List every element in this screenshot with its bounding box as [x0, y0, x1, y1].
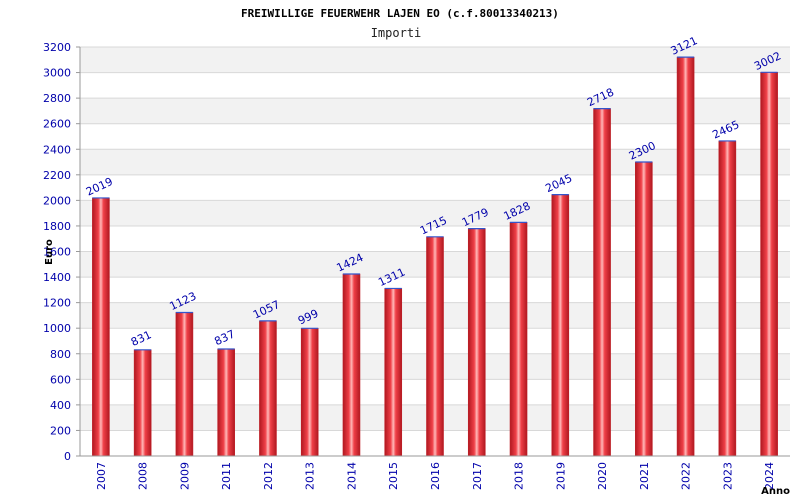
y-tick-label: 200	[50, 424, 71, 437]
x-tick-label: 2017	[471, 462, 484, 490]
chart-title: FREIWILLIGE FEUERWEHR LAJEN EO (c.f.8001…	[241, 7, 559, 20]
x-tick-label: 2020	[596, 462, 609, 490]
data-label: 831	[129, 328, 154, 349]
x-axis-ticks: 2007 2008 2009 2011 2012 2013 2014 2015 2016 2017…	[95, 462, 776, 490]
x-tick-label: 2023	[721, 462, 734, 490]
y-axis-ticks: 0 200 400 600 800 1000 1200 1400 1600 1800 2000 220…	[43, 41, 80, 463]
bars	[92, 56, 778, 457]
x-axis-label: Anno	[761, 486, 790, 497]
y-tick-label: 1000	[43, 322, 71, 335]
y-tick-label: 2000	[43, 194, 71, 207]
y-tick-label: 1600	[43, 246, 71, 259]
x-tick-label: 2018	[513, 462, 526, 490]
x-tick-label: 2011	[220, 462, 233, 490]
grid-band	[80, 200, 790, 226]
bar-2012	[259, 320, 277, 457]
y-tick-label: 3000	[43, 67, 71, 80]
bar-2013	[300, 328, 319, 457]
x-tick-label: 2022	[680, 462, 693, 490]
x-tick-label: 2015	[387, 462, 400, 490]
bar-2020	[593, 108, 611, 457]
y-tick-label: 400	[50, 399, 71, 412]
y-tick-label: 1400	[43, 271, 71, 284]
bar-2007	[92, 197, 110, 457]
x-tick-label: 2008	[137, 462, 150, 490]
bar-2016	[426, 236, 444, 457]
y-tick-label: 2800	[43, 92, 71, 105]
y-tick-label: 0	[64, 450, 71, 463]
y-tick-label: 1800	[43, 220, 71, 233]
x-tick-label: 2007	[95, 462, 108, 490]
y-tick-label: 2600	[43, 118, 71, 131]
y-tick-label: 1200	[43, 297, 71, 310]
x-tick-label: 2016	[429, 462, 442, 490]
x-tick-label: 2014	[345, 462, 358, 490]
y-tick-label: 3200	[43, 41, 71, 54]
bar-2018	[509, 222, 528, 457]
x-tick-label: 2012	[262, 462, 275, 490]
bar-2011	[217, 348, 235, 457]
data-label: 837	[212, 328, 237, 349]
x-tick-label: 2019	[554, 462, 567, 490]
bar-2014	[342, 273, 361, 457]
chart-subtitle: Importi	[371, 26, 422, 40]
bar-2015	[384, 288, 403, 457]
bar-2019	[551, 194, 570, 457]
bar-2023	[718, 140, 737, 457]
data-label: 2019	[84, 175, 115, 199]
bar-2009	[175, 312, 194, 457]
y-tick-label: 600	[50, 373, 71, 386]
y-axis-label: Euro	[44, 239, 55, 265]
bar-2024	[760, 72, 778, 457]
x-tick-label: 2009	[178, 462, 191, 490]
bar-2022	[676, 56, 695, 457]
y-tick-label: 2400	[43, 143, 71, 156]
bar-2017	[467, 228, 486, 457]
y-tick-label: 800	[50, 348, 71, 361]
x-tick-label: 2021	[638, 462, 651, 490]
x-tick-label: 2013	[304, 462, 317, 490]
grid-band	[80, 98, 790, 124]
bar-2008	[133, 349, 152, 457]
grid-band	[80, 149, 790, 175]
y-tick-label: 2200	[43, 169, 71, 182]
bar-2021	[635, 161, 653, 457]
x-tick-label: 2024	[763, 462, 776, 490]
grid-band	[80, 47, 790, 73]
